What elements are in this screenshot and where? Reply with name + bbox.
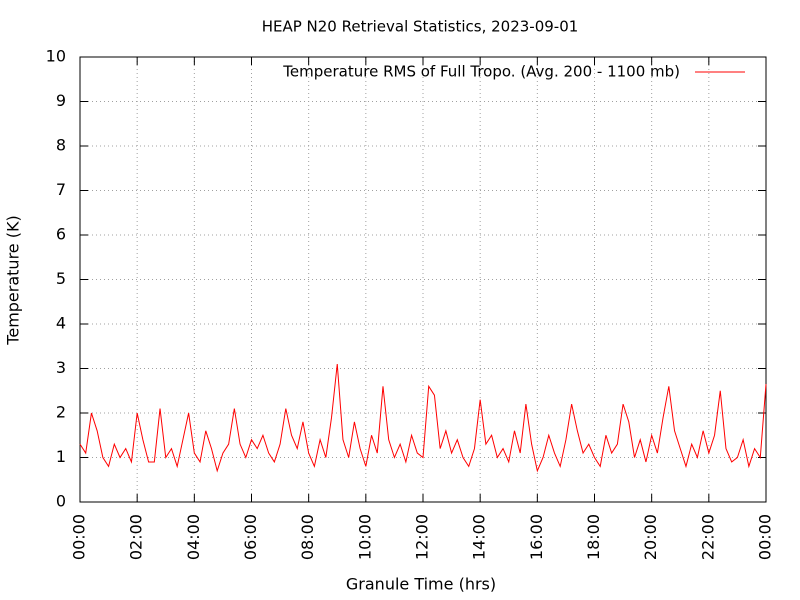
plot-border (79, 56, 767, 503)
x-tick-label: 12:00 (413, 514, 432, 560)
y-tick-label: 4 (56, 314, 66, 333)
x-axis-label: Granule Time (hrs) (346, 575, 496, 594)
x-tick-label: 16:00 (527, 514, 546, 560)
x-tick-label: 00:00 (70, 514, 89, 560)
y-tick-label: 3 (56, 358, 66, 377)
x-tick-label: 20:00 (641, 514, 660, 560)
y-tick-label: 1 (56, 447, 66, 466)
y-tick-label: 8 (56, 136, 66, 155)
chart-title: HEAP N20 Retrieval Statistics, 2023-09-0… (262, 18, 579, 36)
y-tick-label: 10 (46, 47, 66, 66)
data-line (79, 363, 767, 473)
x-tick-label: 02:00 (127, 514, 146, 560)
y-axis-label: Temperature (K) (4, 215, 23, 345)
y-tick-label: 2 (56, 403, 66, 422)
y-tick-label: 5 (56, 269, 66, 288)
x-tick-label: 22:00 (698, 514, 717, 560)
legend-label: Temperature RMS of Full Tropo. (Avg. 200… (282, 63, 680, 81)
x-tick-label: 06:00 (241, 514, 260, 560)
x-tick-label: 08:00 (298, 514, 317, 560)
x-tick-label: 04:00 (184, 514, 203, 560)
y-tick-label: 7 (56, 180, 66, 199)
x-tick-label: 00:00 (756, 514, 775, 560)
y-tick-label: 6 (56, 225, 66, 244)
x-tick-label: 14:00 (470, 514, 489, 560)
x-tick-label: 10:00 (355, 514, 374, 560)
y-tick-label: 0 (56, 492, 66, 511)
x-tick-label: 18:00 (584, 514, 603, 560)
y-tick-label: 9 (56, 91, 66, 110)
